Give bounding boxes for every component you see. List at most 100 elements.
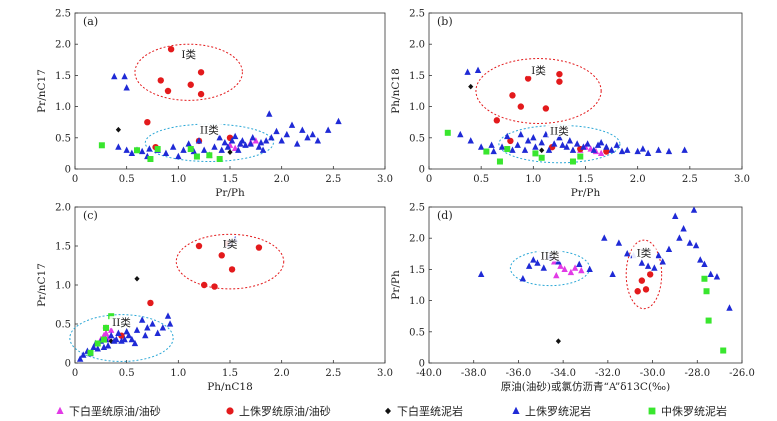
data-point: [493, 117, 501, 124]
cluster-label: I类: [531, 64, 546, 77]
data-point: [701, 260, 708, 268]
data-point: [608, 146, 615, 153]
data-point: [551, 140, 558, 147]
x-tick-label: 3.0: [734, 174, 750, 185]
legend-label: 下白垩统原油/油砂: [69, 404, 161, 418]
data-point: [624, 250, 631, 257]
chart-panel: 0 0.5 1.0 1.5 2.0 2.5 3.0 0 0.5 1.0 1.5 2.0 2.5 (b) Pr…: [390, 9, 750, 200]
data-point: [504, 146, 511, 153]
cluster-label-bg: [197, 123, 222, 136]
cluster-ellipse: [498, 124, 621, 164]
data-point: [164, 312, 172, 319]
chart-panel: 0 0.5 1.0 1.5 2.0 2.5 3.0 0 0.5 1.0 1.5 2.0 (c) Ph/nC…: [36, 203, 393, 394]
data-point: [609, 270, 616, 277]
data-point: [680, 225, 687, 232]
data-point: [200, 281, 208, 289]
x-tick-label: 3.0: [377, 368, 393, 379]
data-point: [128, 149, 136, 156]
data-point: [304, 134, 311, 141]
cluster-label-bg: [109, 316, 134, 329]
y-tick-label: 1.5: [409, 71, 425, 82]
data-point: [185, 140, 192, 147]
data-point: [534, 259, 541, 266]
data-point: [121, 335, 128, 343]
data-point: [467, 137, 474, 144]
y-axis-label: Pr/nC17: [36, 263, 48, 307]
x-axis-label: Pr/Ph: [571, 187, 601, 199]
x-tick-label: 2.0: [274, 174, 290, 185]
data-point: [104, 342, 112, 349]
data-point: [288, 121, 296, 128]
legend-label: 上侏罗统泥岩: [525, 404, 591, 418]
cluster-label: II类: [541, 250, 560, 263]
x-tick-label: -36.0: [506, 368, 532, 379]
x-tick-label: -28.0: [684, 368, 710, 379]
data-point: [157, 77, 164, 84]
data-point: [701, 275, 708, 282]
y-tick-label: 2.5: [409, 9, 425, 20]
cluster-label-bg: [631, 246, 656, 259]
data-point: [566, 137, 574, 144]
data-point: [468, 83, 474, 90]
cluster-label: I类: [223, 238, 238, 251]
cluster-ellipse: [625, 239, 663, 310]
legend-marker: [226, 407, 234, 415]
data-point: [231, 144, 239, 152]
y-tick-label: 0.5: [55, 320, 71, 331]
y-tick-label: 1.0: [409, 102, 425, 113]
y-tick-label: 2.0: [55, 203, 71, 214]
data-point: [200, 146, 208, 153]
y-tick-label: 1.5: [409, 265, 425, 276]
data-point: [211, 283, 218, 290]
y-tick-label: 0: [65, 165, 71, 176]
data-point: [561, 265, 568, 272]
x-tick-label: 2.0: [630, 174, 646, 185]
data-point: [457, 130, 464, 138]
data-point: [690, 206, 698, 213]
cluster-label-bg: [547, 124, 572, 137]
data-point: [555, 338, 561, 344]
data-point: [644, 262, 652, 269]
data-point: [507, 137, 514, 145]
data-point: [195, 137, 203, 144]
cluster-ellipse: [69, 314, 174, 362]
data-point: [255, 143, 263, 150]
data-point: [103, 324, 109, 331]
y-tick-label: 2.0: [55, 40, 71, 51]
data-point: [255, 244, 263, 251]
data-point: [125, 331, 132, 339]
data-point: [115, 126, 121, 133]
data-point: [517, 103, 525, 110]
x-tick-label: 0: [426, 174, 432, 185]
x-tick-label: 1.5: [578, 174, 594, 185]
data-point: [514, 141, 521, 148]
legend-label: 中侏罗统泥岩: [661, 404, 727, 418]
cluster-label: II类: [200, 123, 219, 136]
data-point: [76, 355, 84, 362]
data-point: [309, 130, 316, 138]
data-point: [444, 129, 451, 136]
data-point: [578, 266, 585, 274]
y-tick-label: 2.5: [55, 9, 71, 20]
x-tick-label: -38.0: [461, 368, 487, 379]
data-point: [524, 75, 532, 82]
y-tick-label: 0.5: [409, 327, 425, 338]
data-point: [134, 147, 140, 154]
data-point: [113, 335, 120, 343]
panel-label: (d): [437, 209, 453, 222]
legend-item: 中侏罗统泥岩: [648, 404, 727, 418]
data-point: [159, 324, 167, 331]
data-point: [197, 90, 205, 98]
data-point: [464, 68, 471, 75]
cluster-label: I类: [181, 48, 196, 61]
data-point: [115, 329, 122, 336]
data-point: [545, 146, 553, 153]
data-point: [571, 264, 579, 271]
data-point: [504, 132, 511, 140]
legend-item: 下白垩统原油/油砂: [56, 404, 161, 418]
data-point: [577, 153, 584, 160]
data-point: [259, 146, 267, 153]
data-point: [532, 150, 539, 157]
data-point: [227, 149, 233, 155]
data-point: [123, 146, 130, 153]
